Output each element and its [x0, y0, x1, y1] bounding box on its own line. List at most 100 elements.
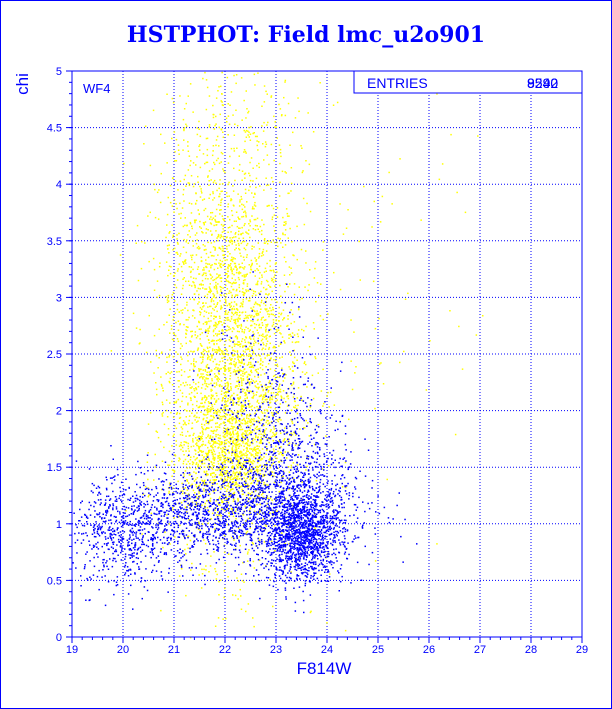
data-point — [278, 440, 280, 442]
data-point — [250, 418, 253, 420]
data-point — [222, 168, 224, 170]
data-point — [209, 420, 211, 422]
data-point — [284, 427, 286, 429]
data-point — [274, 396, 276, 398]
data-point — [306, 456, 308, 459]
data-point — [258, 248, 261, 250]
data-point — [248, 136, 250, 138]
data-point — [245, 405, 248, 408]
data-point — [322, 558, 325, 561]
data-point — [206, 293, 209, 296]
data-point — [288, 543, 290, 545]
data-point — [249, 297, 251, 299]
data-point — [223, 294, 225, 296]
data-point — [240, 475, 243, 478]
data-point — [254, 84, 256, 86]
data-point — [253, 132, 255, 134]
data-point — [226, 405, 228, 408]
data-point — [232, 442, 234, 444]
data-point — [217, 283, 219, 285]
data-point — [272, 511, 275, 514]
data-point — [336, 560, 338, 562]
data-point — [173, 131, 176, 133]
data-point — [293, 334, 296, 336]
data-point — [220, 579, 222, 581]
data-point — [220, 286, 222, 289]
data-point — [233, 328, 235, 330]
data-point — [282, 440, 284, 442]
data-point — [256, 428, 258, 431]
data-point — [264, 145, 267, 148]
data-point — [182, 149, 184, 151]
data-point — [322, 514, 325, 517]
data-point — [277, 394, 279, 396]
data-point — [208, 270, 210, 272]
chart-title: HSTPHOT: Field lmc_u2o901 — [126, 22, 486, 48]
data-point — [278, 418, 280, 420]
data-point — [245, 452, 247, 454]
data-point — [280, 295, 282, 297]
data-point — [284, 574, 287, 577]
data-point — [230, 263, 232, 265]
data-point — [188, 284, 191, 286]
data-point — [301, 498, 303, 501]
data-point — [294, 432, 296, 434]
data-point — [195, 421, 198, 423]
data-point — [204, 295, 206, 297]
data-point — [239, 370, 241, 372]
data-point — [214, 458, 216, 460]
data-point — [203, 424, 206, 426]
data-point — [255, 259, 258, 261]
data-point — [281, 551, 283, 553]
data-point — [293, 362, 295, 365]
data-point — [228, 345, 231, 347]
data-point — [187, 182, 189, 184]
data-point — [250, 126, 252, 128]
data-point — [300, 478, 302, 481]
data-point — [266, 462, 268, 465]
data-point — [215, 401, 217, 403]
data-point — [201, 437, 203, 440]
data-point — [178, 386, 180, 388]
data-point — [266, 243, 269, 245]
data-point — [242, 215, 245, 218]
data-point — [289, 548, 292, 551]
data-point — [262, 396, 264, 398]
data-point — [201, 427, 204, 430]
data-point — [210, 467, 213, 469]
data-point — [208, 450, 210, 452]
data-point — [266, 387, 268, 390]
data-point — [326, 516, 328, 518]
data-point — [288, 534, 290, 536]
data-point — [186, 301, 188, 304]
data-point — [184, 423, 186, 425]
data-point — [223, 458, 225, 461]
data-point — [245, 231, 247, 233]
data-point — [253, 625, 255, 628]
data-point — [201, 430, 204, 432]
data-point — [223, 427, 225, 429]
data-point — [378, 363, 381, 365]
data-point — [186, 384, 189, 386]
data-point — [259, 225, 262, 228]
data-point — [165, 261, 168, 263]
data-point — [198, 328, 201, 330]
data-point — [246, 283, 249, 285]
data-point — [229, 340, 232, 342]
data-point — [241, 422, 244, 425]
data-point — [239, 486, 242, 488]
data-point — [219, 277, 222, 280]
data-point — [242, 493, 244, 495]
data-point — [252, 617, 254, 619]
data-point — [246, 477, 248, 480]
data-point — [250, 470, 253, 473]
data-point — [225, 293, 228, 295]
data-point — [236, 441, 239, 443]
data-point — [256, 452, 258, 454]
data-point — [237, 455, 239, 458]
data-point — [243, 388, 245, 391]
data-point — [253, 497, 256, 500]
data-point — [236, 318, 238, 321]
data-point — [294, 610, 297, 612]
data-point — [482, 315, 484, 317]
